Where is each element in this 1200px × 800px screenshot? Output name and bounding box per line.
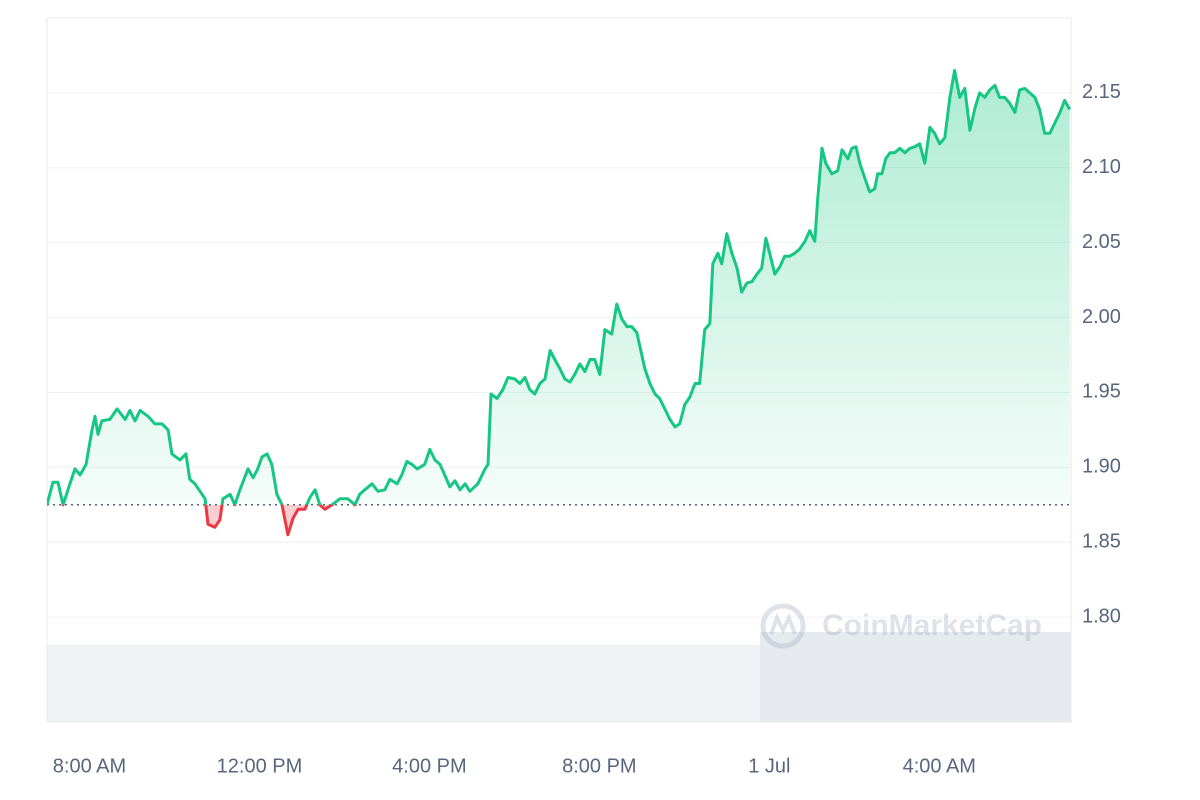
x-tick-label: 1 Jul <box>748 755 790 777</box>
y-tick-label: 1.90 <box>1082 456 1121 478</box>
price-line-up <box>47 68 1071 505</box>
x-tick-label: 8:00 AM <box>53 755 126 777</box>
y-tick-label: 2.00 <box>1082 306 1121 328</box>
x-tick-label: 8:00 PM <box>562 755 636 777</box>
watermark-text: CoinMarketCap <box>822 609 1042 642</box>
x-tick-label: 4:00 PM <box>392 755 466 777</box>
area-up <box>47 70 1070 505</box>
y-tick-label: 1.85 <box>1082 531 1121 553</box>
volume-band <box>760 632 1071 722</box>
x-tick-label: 12:00 PM <box>217 755 303 777</box>
y-tick-label: 1.80 <box>1082 605 1121 627</box>
y-tick-label: 2.05 <box>1082 231 1121 253</box>
y-tick-label: 1.95 <box>1082 381 1121 403</box>
y-tick-label: 2.15 <box>1082 81 1121 103</box>
y-tick-label: 2.10 <box>1082 156 1121 178</box>
x-tick-label: 4:00 AM <box>903 755 976 777</box>
watermark: CoinMarketCap <box>760 603 1042 649</box>
